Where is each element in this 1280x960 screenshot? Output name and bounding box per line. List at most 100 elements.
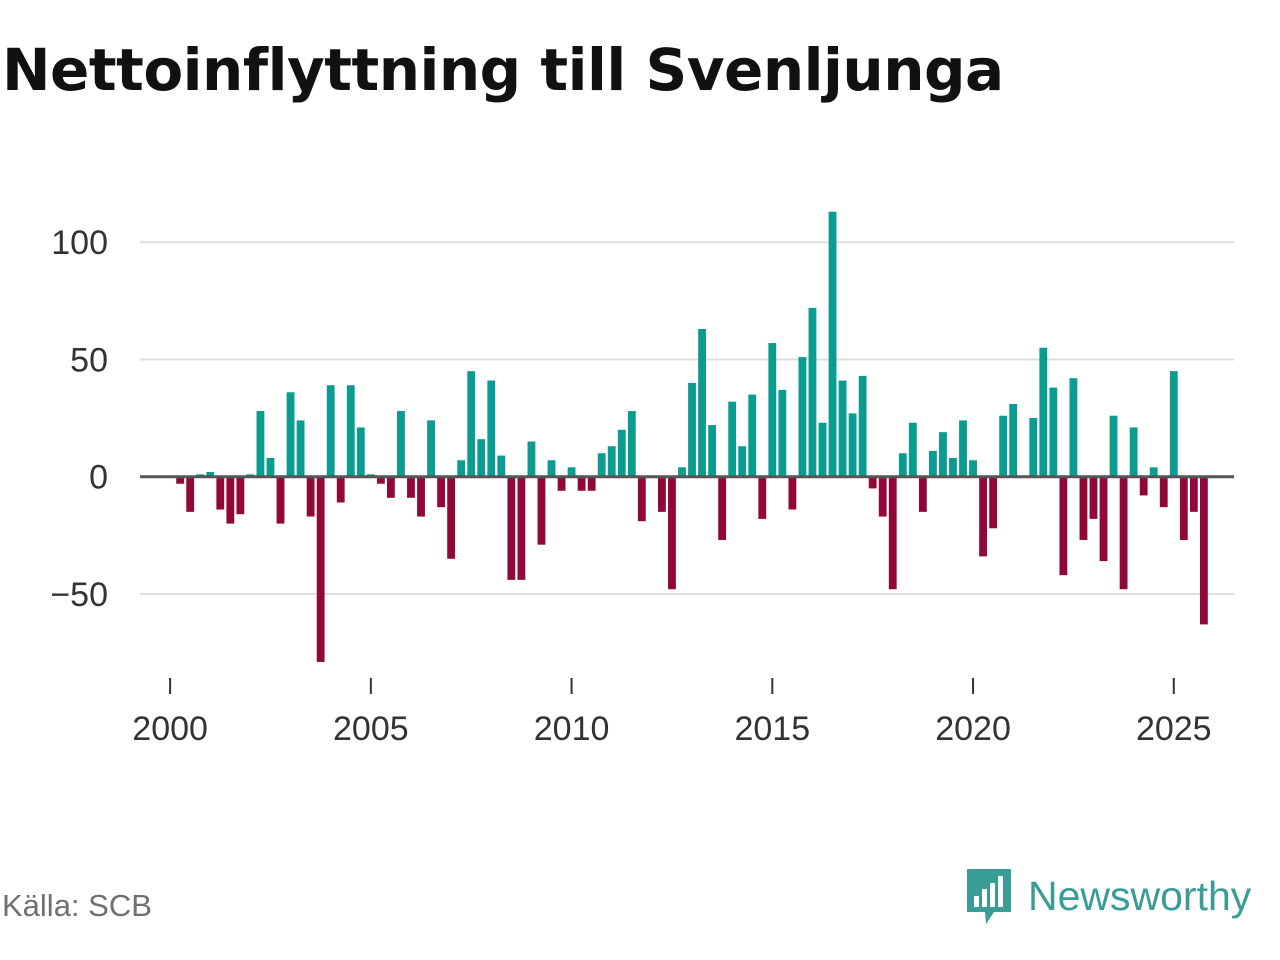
bar xyxy=(597,453,606,477)
y-tick-label: 100 xyxy=(51,224,108,262)
bar xyxy=(517,476,526,580)
bar xyxy=(1029,418,1038,477)
x-tick-label: 2010 xyxy=(534,710,610,748)
bar xyxy=(497,455,506,477)
bar xyxy=(1099,476,1108,562)
y-tick-label: 0 xyxy=(89,459,108,497)
newsworthy-logo-icon xyxy=(967,869,1011,924)
bar xyxy=(918,476,927,512)
bar xyxy=(567,467,576,477)
bar xyxy=(939,432,947,477)
bar xyxy=(537,476,546,545)
x-tick-label: 2005 xyxy=(333,710,409,748)
bar xyxy=(407,476,415,498)
bar xyxy=(979,476,987,557)
brand-name: Newsworthy xyxy=(1028,872,1252,919)
bar xyxy=(657,476,666,512)
bar xyxy=(798,357,807,477)
bar xyxy=(718,476,727,540)
bar xyxy=(989,476,998,529)
bar xyxy=(748,394,757,477)
bar xyxy=(487,380,496,477)
bar xyxy=(788,476,797,510)
chart-title: Nettoinflyttning till Svenljunga xyxy=(2,36,1004,104)
x-axis-ticks: 2000 2005 2010 2015 2020 2025 xyxy=(132,678,1212,748)
brand-logo: Newsworthy xyxy=(964,864,1251,928)
bar xyxy=(226,476,235,524)
y-axis-ticks: −50 0 50 100 xyxy=(50,224,108,614)
bar xyxy=(838,380,847,477)
bar xyxy=(1049,387,1058,477)
bar xyxy=(1199,476,1208,625)
source-note: Källa: SCB xyxy=(2,888,152,923)
bar xyxy=(336,476,345,503)
x-tick-label: 2015 xyxy=(734,710,810,748)
x-tick-label: 2020 xyxy=(935,710,1011,748)
bar xyxy=(376,476,385,484)
bar xyxy=(306,476,315,517)
bar xyxy=(437,476,446,508)
bar xyxy=(818,422,827,477)
bar xyxy=(447,476,456,559)
bar xyxy=(1089,476,1098,519)
bar xyxy=(186,476,195,512)
bar xyxy=(868,476,877,489)
bar xyxy=(286,392,295,477)
bar xyxy=(738,446,747,477)
bar xyxy=(778,389,787,477)
bar xyxy=(457,460,466,477)
bar xyxy=(417,476,425,517)
bar xyxy=(176,476,185,484)
bar xyxy=(557,476,566,491)
bar xyxy=(256,411,265,477)
bar xyxy=(577,476,586,491)
bar xyxy=(547,460,556,477)
bar xyxy=(959,420,967,477)
bar xyxy=(387,476,395,498)
bar xyxy=(898,453,907,477)
bar xyxy=(637,476,646,522)
x-tick-label: 2025 xyxy=(1136,710,1212,748)
bar xyxy=(758,476,767,519)
bar xyxy=(276,476,285,524)
y-tick-label: −50 xyxy=(50,576,108,614)
bar xyxy=(999,415,1008,477)
bars xyxy=(176,211,1208,662)
bar xyxy=(688,382,696,477)
bar xyxy=(356,427,365,477)
bar xyxy=(668,476,676,590)
bar xyxy=(728,401,737,477)
bar xyxy=(1119,476,1128,590)
bar xyxy=(1189,476,1198,512)
bar xyxy=(1169,371,1178,477)
bar xyxy=(467,371,476,477)
bar xyxy=(908,422,917,477)
bar xyxy=(236,476,245,515)
bar xyxy=(216,476,225,510)
bar xyxy=(808,307,817,477)
bar xyxy=(266,457,275,477)
bar xyxy=(969,460,977,477)
bar xyxy=(1159,476,1168,508)
bar xyxy=(949,457,957,477)
bar xyxy=(828,211,837,477)
bar xyxy=(878,476,887,517)
bar xyxy=(928,450,937,477)
bar xyxy=(708,425,717,477)
bar xyxy=(698,328,706,477)
bar xyxy=(858,375,867,477)
bar xyxy=(678,467,686,477)
bar xyxy=(1059,476,1068,576)
bar xyxy=(888,476,897,590)
bar xyxy=(477,439,486,477)
bar xyxy=(617,429,626,477)
bar xyxy=(397,411,405,477)
bar xyxy=(527,441,536,477)
bar xyxy=(768,343,777,477)
bar xyxy=(1149,467,1158,477)
bar xyxy=(296,420,305,477)
bar xyxy=(1179,476,1188,540)
bar xyxy=(346,385,355,477)
bar xyxy=(627,411,636,477)
bar xyxy=(427,420,435,477)
